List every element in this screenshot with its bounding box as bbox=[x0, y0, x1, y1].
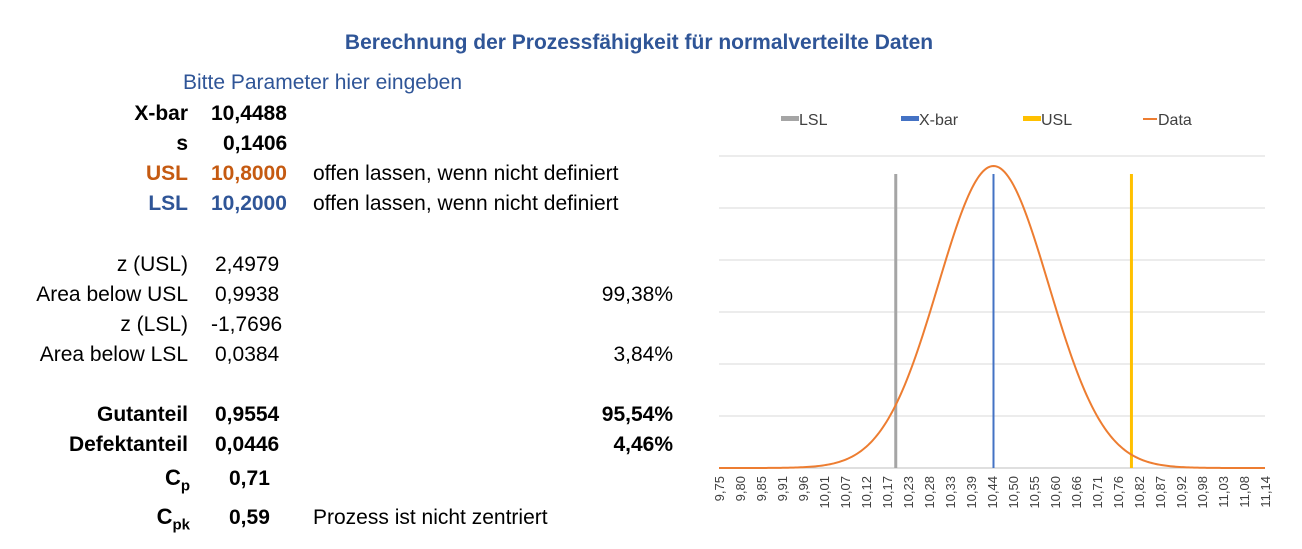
z-usl-label: z (USL) bbox=[116, 253, 188, 276]
gutanteil-label: Gutanteil bbox=[96, 403, 188, 426]
x-tick-label: 10,50 bbox=[1006, 476, 1021, 509]
lsl-legend-label: LSL bbox=[799, 112, 828, 129]
x-tick-label: 10,66 bbox=[1069, 476, 1084, 509]
x-tick-label: 10,55 bbox=[1027, 476, 1042, 509]
x-tick-label: 10,92 bbox=[1174, 476, 1189, 509]
x-tick-label: 10,82 bbox=[1132, 476, 1147, 509]
area-lsl-label: Area below LSL bbox=[39, 343, 188, 366]
usl-legend-label: USL bbox=[1041, 112, 1072, 129]
area-usl-label: Area below USL bbox=[36, 283, 188, 306]
area-usl-percent: 99,38% bbox=[601, 283, 673, 306]
cpk-note: Prozess ist nicht zentriert bbox=[313, 506, 548, 529]
xbar-legend-marker bbox=[901, 116, 919, 121]
x-tick-label: 9,96 bbox=[796, 476, 811, 501]
x-tick-label: 10,17 bbox=[880, 476, 895, 509]
x-tick-label: 10,98 bbox=[1195, 476, 1210, 509]
x-tick-label: 9,75 bbox=[712, 476, 727, 501]
x-tick-label: 11,14 bbox=[1258, 476, 1273, 508]
x-tick-label: 9,85 bbox=[754, 476, 769, 501]
cpk-label-main: C bbox=[156, 504, 173, 529]
x-tick-label: 10,12 bbox=[859, 476, 874, 509]
xbar-legend-label: X-bar bbox=[919, 112, 959, 129]
data-curve bbox=[719, 165, 1265, 469]
cp-value: 0,71 bbox=[229, 467, 270, 490]
s-label: s bbox=[176, 132, 188, 155]
x-tick-label: 9,80 bbox=[733, 476, 748, 501]
lsl-input[interactable]: 10,2000 bbox=[211, 192, 287, 215]
x-tick-label: 10,71 bbox=[1090, 476, 1105, 509]
page-title: Berechnung der Prozessfähigkeit für norm… bbox=[344, 31, 934, 54]
x-tick-label: 10,76 bbox=[1111, 476, 1126, 509]
defektanteil-label: Defektanteil bbox=[68, 433, 188, 456]
x-tick-label: 10,39 bbox=[964, 476, 979, 509]
defektanteil-value: 0,0446 bbox=[215, 433, 280, 456]
x-tick-label: 10,07 bbox=[838, 476, 853, 509]
data-legend-label: Data bbox=[1158, 112, 1192, 129]
usl-note: offen lassen, wenn nicht definiert bbox=[313, 162, 619, 185]
usl-label: USL bbox=[146, 162, 188, 185]
x-tick-label: 9,91 bbox=[775, 476, 790, 501]
s-input[interactable]: 0,1406 bbox=[223, 132, 288, 155]
cpk-label: Cpk bbox=[157, 504, 190, 533]
lsl-legend-marker bbox=[781, 116, 799, 121]
xbar-label: X-bar bbox=[134, 102, 188, 125]
z-usl-value: 2,4979 bbox=[215, 253, 280, 276]
area-lsl-percent: 3,84% bbox=[613, 343, 673, 366]
input-hint: Bitte Parameter hier eingeben bbox=[183, 71, 462, 94]
cpk-label-sub: pk bbox=[172, 516, 190, 534]
x-tick-label: 10,01 bbox=[817, 476, 832, 509]
gutanteil-percent: 95,54% bbox=[601, 403, 673, 426]
cp-label: Cp bbox=[165, 465, 190, 494]
cpk-value: 0,59 bbox=[229, 506, 270, 529]
x-tick-label: 10,87 bbox=[1153, 476, 1168, 509]
cp-label-sub: p bbox=[180, 477, 190, 495]
usl-input[interactable]: 10,8000 bbox=[211, 162, 287, 185]
xbar-input[interactable]: 10,4488 bbox=[211, 102, 287, 125]
x-tick-label: 10,28 bbox=[922, 476, 937, 509]
x-tick-label: 10,44 bbox=[985, 476, 1000, 509]
x-tick-label: 10,33 bbox=[943, 476, 958, 509]
lsl-label: LSL bbox=[148, 192, 188, 215]
normal-distribution-chart: 9,75 9,80 9,85 9,91 9,96 10,01 10,07 10,12 10,17… bbox=[712, 112, 1273, 509]
defektanteil-percent: 4,46% bbox=[613, 433, 673, 456]
area-lsl-value: 0,0384 bbox=[215, 343, 280, 366]
usl-legend-marker bbox=[1023, 116, 1041, 121]
x-tick-label: 10,23 bbox=[901, 476, 916, 509]
area-usl-value: 0,9938 bbox=[215, 283, 280, 306]
lsl-note: offen lassen, wenn nicht definiert bbox=[313, 192, 619, 215]
z-lsl-label: z (LSL) bbox=[120, 313, 188, 336]
x-tick-label: 10,60 bbox=[1048, 476, 1063, 509]
x-tick-label: 11,03 bbox=[1216, 476, 1231, 508]
z-lsl-value: -1,7696 bbox=[211, 313, 283, 336]
gutanteil-value: 0,9554 bbox=[215, 403, 280, 426]
cp-label-main: C bbox=[164, 465, 181, 490]
x-tick-label: 11,08 bbox=[1237, 476, 1252, 508]
